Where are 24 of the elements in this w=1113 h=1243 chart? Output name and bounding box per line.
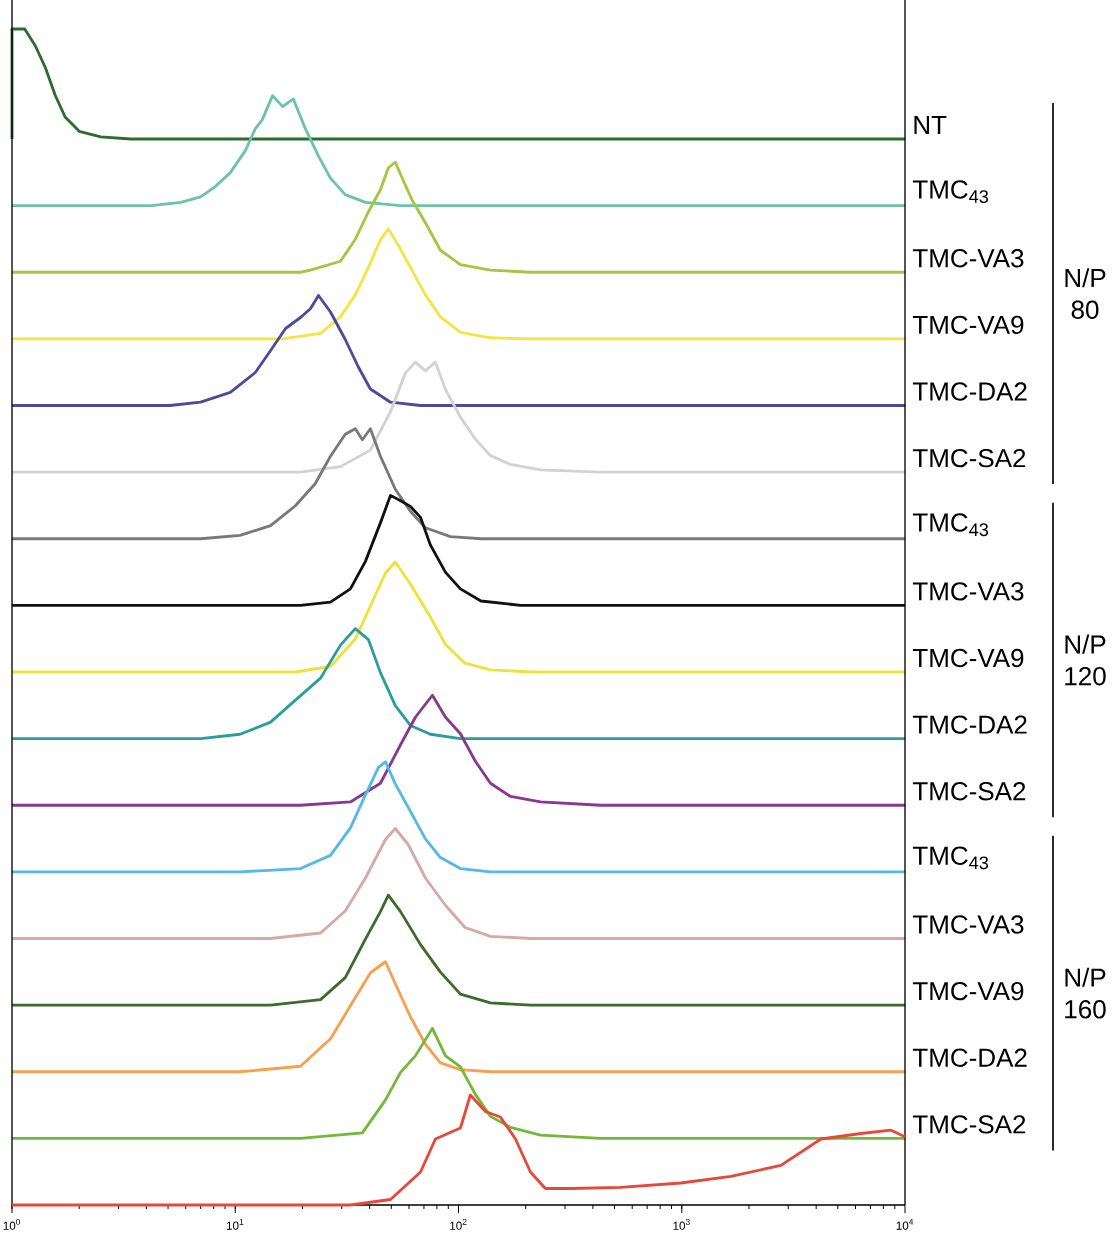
x-tick-label: 10$^{0}$ [3, 1218, 21, 1230]
series-label: TMC-VA3 [912, 249, 1024, 268]
x-tick-label: 10$^{1}$ [226, 1218, 244, 1230]
series-label: TMC-VA9 [912, 648, 1024, 668]
x-tick-label: 10$^{2}$ [450, 1218, 467, 1230]
series-label: TMC$_{43}$ [912, 513, 989, 537]
series-label: TMC-VA3 [912, 915, 1024, 934]
text: N/P 120 [1065, 634, 1106, 686]
text: N/P 80 [1065, 268, 1106, 319]
series-label: TMC-SA2 [912, 1115, 1026, 1134]
text: N/P 160 [1065, 967, 1106, 1019]
series-label: TMC-DA2 [912, 382, 1027, 401]
series-label: TMC-SA2 [912, 782, 1026, 801]
series-label: TMC$_{43}$ [912, 846, 989, 870]
series-label: TMC$_{43}$ [912, 180, 989, 204]
series-label: TMC-SA2 [912, 448, 1026, 468]
series-label: TMC-VA9 [912, 315, 1024, 335]
series-label: TMC-VA9 [912, 981, 1024, 1001]
x-tick-label: 10$^{3}$ [673, 1218, 690, 1230]
series-label: TMC-DA2 [912, 1048, 1027, 1067]
x-tick-label: 10$^{4}$ [896, 1218, 914, 1230]
series-label: TMC-DA2 [912, 715, 1027, 734]
series-label: NT [914, 116, 947, 134]
series-label: TMC-VA3 [912, 582, 1024, 601]
